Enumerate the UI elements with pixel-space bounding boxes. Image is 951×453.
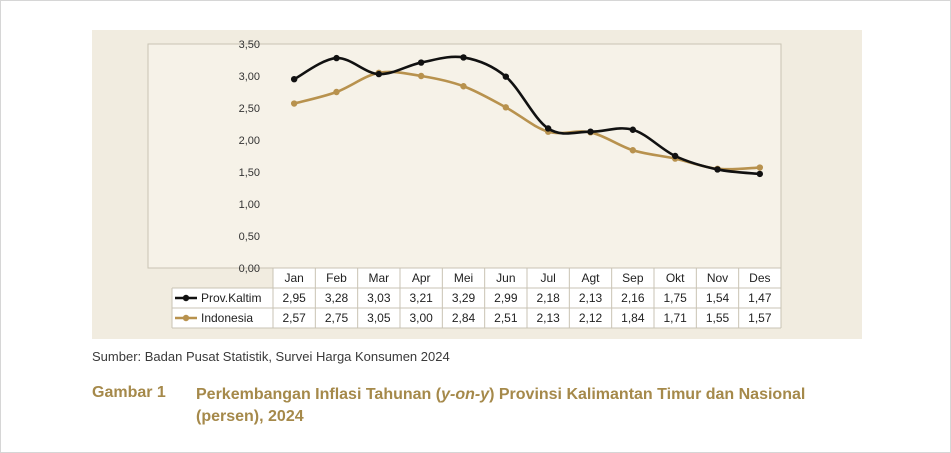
data-point — [290, 100, 298, 107]
x-tick-label: Apr — [412, 271, 431, 285]
data-point — [502, 104, 510, 111]
data-point — [375, 70, 383, 78]
data-label: 2,13 — [536, 311, 560, 325]
data-label: 3,03 — [367, 291, 391, 305]
data-point — [460, 83, 467, 90]
data-label: 2,84 — [452, 311, 476, 325]
data-point — [333, 88, 340, 96]
data-label: 1,47 — [748, 291, 772, 305]
x-tick-label: Des — [749, 271, 770, 285]
data-point — [544, 125, 552, 132]
figure-title: Perkembangan Inflasi Tahunan (y-on-y) Pr… — [196, 384, 836, 428]
data-label: 1,71 — [663, 311, 687, 325]
x-tick-label: Sep — [622, 271, 644, 285]
chart-panel: 0,00 0,50 1,00 1,50 2,00 2,50 3,00 3,50 Jan Feb Ma… — [92, 30, 862, 339]
data-point — [460, 54, 467, 61]
data-label: 2,51 — [494, 311, 518, 325]
data-point — [756, 170, 764, 178]
data-point — [629, 126, 637, 133]
data-label: 2,57 — [282, 311, 306, 325]
line-chart: 0,00 0,50 1,00 1,50 2,00 2,50 3,00 3,50 Jan Feb Ma… — [147, 39, 782, 329]
x-tick-label: Okt — [666, 271, 685, 285]
data-point — [671, 152, 679, 160]
figure-title-part: Perkembangan Inflasi Tahunan ( — [196, 386, 442, 403]
data-label: 2,95 — [282, 291, 306, 305]
y-tick-label: 3,00 — [239, 71, 260, 83]
data-label: 3,21 — [409, 291, 433, 305]
data-label: 3,05 — [367, 311, 391, 325]
data-point — [629, 147, 637, 154]
legend-label: Prov.Kaltim — [201, 291, 261, 305]
data-label: 1,57 — [748, 311, 772, 325]
source-note: Sumber: Badan Pusat Statistik, Survei Ha… — [92, 349, 450, 364]
data-label: 2,13 — [579, 291, 603, 305]
legend-swatch-marker — [182, 314, 190, 322]
data-label: 2,99 — [494, 291, 518, 305]
data-point — [290, 76, 298, 83]
x-tick-label: Mei — [454, 271, 473, 285]
y-tick-label: 0,00 — [239, 263, 260, 275]
data-label: 1,75 — [663, 291, 687, 305]
y-tick-label: 0,50 — [239, 231, 260, 243]
data-label: 3,28 — [325, 291, 349, 305]
figure-label: Gambar 1 — [92, 384, 166, 401]
data-point — [417, 59, 425, 66]
data-point — [333, 54, 340, 62]
data-label: 2,12 — [579, 311, 603, 325]
legend-swatch-marker — [182, 294, 190, 302]
y-tick-label: 2,00 — [239, 135, 260, 147]
data-label: 1,54 — [706, 291, 730, 305]
x-tick-label: Feb — [326, 271, 347, 285]
data-label: 1,55 — [706, 311, 730, 325]
x-tick-label: Jan — [284, 271, 303, 285]
data-point — [502, 73, 510, 80]
y-tick-label: 3,50 — [239, 39, 260, 51]
x-tick-label: Nov — [707, 271, 728, 285]
figure-title-part: ) Provinsi Kalimantan Timur dan Nasional… — [196, 386, 806, 425]
x-tick-label: Jul — [540, 271, 555, 285]
data-label: 2,16 — [621, 291, 645, 305]
data-point — [417, 72, 425, 80]
x-tick-label: Jun — [496, 271, 515, 285]
data-point — [714, 166, 721, 173]
y-tick-label: 1,00 — [239, 199, 260, 211]
x-tick-label: Mar — [368, 271, 389, 285]
y-tick-label: 2,50 — [239, 103, 260, 115]
data-label: 3,29 — [452, 291, 476, 305]
data-label: 3,00 — [409, 311, 433, 325]
x-tick-label: Agt — [581, 271, 600, 285]
data-label: 1,84 — [621, 311, 645, 325]
data-point — [587, 128, 594, 135]
y-tick-label: 1,50 — [239, 167, 260, 179]
data-point — [756, 164, 764, 171]
legend-label: Indonesia — [201, 311, 253, 325]
data-label: 2,18 — [536, 291, 560, 305]
data-label: 2,75 — [325, 311, 349, 325]
figure-title-italic: y-on-y — [441, 386, 490, 403]
